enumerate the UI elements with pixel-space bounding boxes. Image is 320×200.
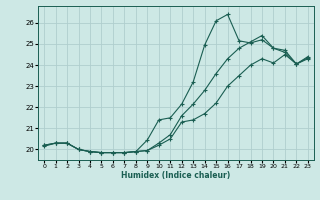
X-axis label: Humidex (Indice chaleur): Humidex (Indice chaleur)	[121, 171, 231, 180]
